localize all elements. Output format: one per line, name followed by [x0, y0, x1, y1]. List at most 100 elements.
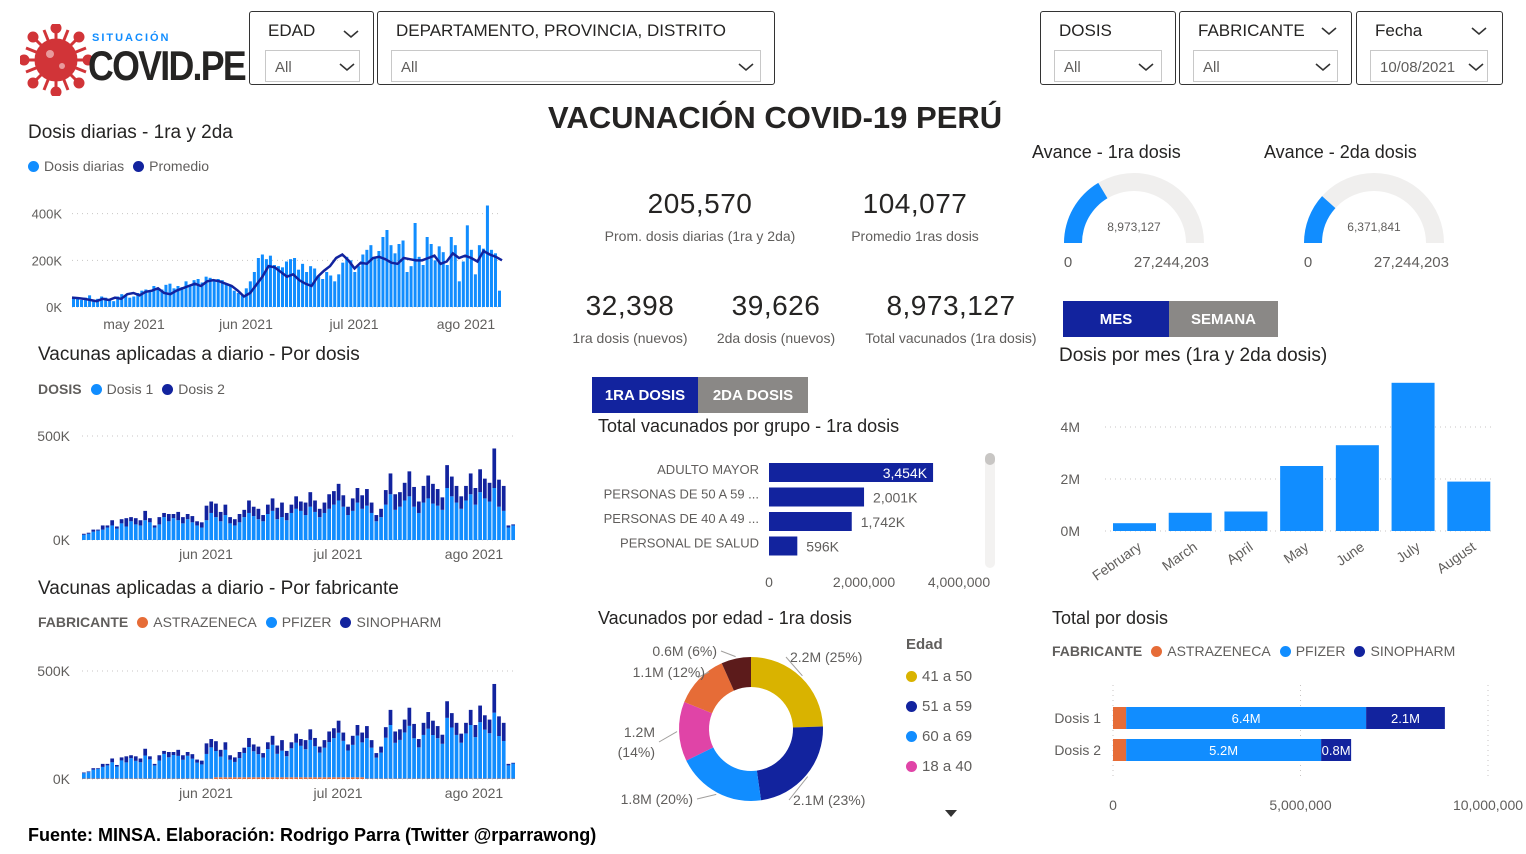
bar — [293, 258, 297, 307]
bar — [297, 269, 301, 307]
bar-sinopharm — [218, 749, 223, 757]
bar-sinopharm — [275, 745, 280, 754]
bar-dosis-2 — [242, 509, 247, 518]
bar-dosis-1 — [473, 504, 478, 540]
edad-slicer[interactable]: EDAD All — [249, 11, 374, 85]
bar — [1224, 511, 1268, 531]
scrollbar[interactable] — [985, 453, 995, 568]
mes-button[interactable]: MES — [1063, 301, 1169, 337]
dosis-slicer[interactable]: DOSIS All — [1040, 11, 1176, 85]
bar — [232, 290, 236, 307]
donut-slice — [721, 657, 751, 691]
bar-sinopharm — [492, 683, 497, 713]
chart-title-por-mes: Dosis por mes (1ra y 2da dosis) — [1059, 345, 1328, 366]
bar — [301, 263, 305, 307]
bar — [1391, 382, 1435, 531]
bar-pfizer — [322, 747, 327, 778]
fabricante-slicer[interactable]: FABRICANTE All — [1179, 11, 1352, 85]
y-tick-label: 2M — [1061, 471, 1080, 487]
bar — [357, 266, 361, 307]
bar-dosis-1 — [478, 492, 482, 540]
bar-astrazeneca — [332, 777, 336, 779]
bar-pfizer — [247, 747, 251, 778]
bar-pfizer — [242, 752, 247, 778]
bar-sinopharm — [327, 731, 332, 743]
bar — [216, 279, 220, 307]
bar — [461, 261, 465, 307]
bar-sinopharm — [350, 735, 355, 745]
bar — [465, 225, 469, 307]
bar-pfizer — [256, 754, 261, 778]
bar-dosis-2 — [119, 519, 124, 524]
dosis-slicer-value[interactable]: All — [1054, 50, 1162, 82]
bar-sinopharm — [133, 756, 138, 761]
bar — [369, 245, 373, 307]
bar-dosis-1 — [369, 512, 374, 540]
region-slicer[interactable]: DEPARTAMENTO, PROVINCIA, DISTRITO All — [377, 11, 775, 85]
bar-dosis-1 — [346, 515, 350, 540]
legend-title: FABRICANTE — [38, 614, 129, 630]
bar — [457, 281, 461, 307]
bar-pfizer — [190, 758, 195, 779]
fecha-slicer-value[interactable]: 10/08/2021 — [1370, 50, 1488, 82]
bar-dosis-1 — [289, 512, 294, 540]
2da-dosis-button[interactable]: 2DA DOSIS — [698, 377, 808, 413]
scroll-down-icon[interactable] — [944, 808, 958, 818]
chevron-down-icon[interactable] — [1470, 25, 1488, 37]
bar — [477, 245, 481, 307]
bar-astrazeneca — [322, 777, 327, 779]
bar — [236, 293, 240, 307]
bar — [268, 255, 272, 307]
fabricante-slicer-value[interactable]: All — [1193, 50, 1338, 82]
bar-dosis-2 — [185, 514, 190, 520]
scrollbar-thumb[interactable] — [985, 453, 995, 465]
bar-astrazeneca — [1113, 707, 1127, 729]
edad-slicer-value[interactable]: All — [265, 50, 360, 82]
bar-sinopharm — [464, 722, 468, 734]
bar-dosis-2 — [365, 489, 369, 506]
legend-label: 18 a 40 — [922, 757, 973, 775]
bar-sinopharm — [454, 722, 459, 735]
1ra-dosis-button[interactable]: 1RA DOSIS — [592, 377, 698, 413]
bar-astrazeneca — [289, 777, 294, 779]
bar-pfizer — [115, 766, 119, 779]
bar-dosis-2 — [497, 479, 501, 507]
bar-sinopharm — [346, 744, 350, 751]
bar-dosis-2 — [129, 517, 133, 522]
bar-sinopharm — [388, 709, 393, 725]
kpi-caption: Total vacunados (1ra dosis) — [865, 330, 1037, 346]
region-value-text: All — [401, 59, 418, 76]
bar-astrazeneca — [275, 777, 280, 779]
fecha-slicer[interactable]: Fecha 10/08/2021 — [1356, 11, 1503, 85]
region-slicer-value[interactable]: All — [391, 50, 761, 82]
bar-sinopharm — [322, 740, 327, 748]
bar — [240, 295, 244, 307]
bar-sinopharm — [383, 727, 388, 738]
bar-pfizer — [454, 734, 459, 779]
bar-sinopharm — [166, 752, 171, 758]
gauge-track — [1304, 173, 1444, 243]
bar-dosis-1 — [431, 503, 435, 540]
bar-dosis-1 — [299, 510, 303, 540]
bar-sinopharm — [199, 760, 204, 765]
chevron-down-icon[interactable] — [1320, 25, 1338, 37]
bar-dosis-2 — [388, 473, 393, 495]
kpi-total-vac: 8,973,127 Total vacunados (1ra dosis) — [860, 290, 1042, 346]
bar — [120, 294, 124, 307]
x-tick-label: jul 2021 — [328, 316, 378, 332]
bar-dosis-1 — [190, 522, 195, 540]
bar-pfizer — [119, 760, 124, 779]
legend-dot-light — [90, 383, 102, 395]
semana-button[interactable]: SEMANA — [1169, 301, 1278, 337]
bar-sinopharm — [317, 746, 322, 753]
bar-astrazeneca — [284, 777, 289, 779]
bar-dosis-2 — [100, 525, 105, 530]
category-label: Dosis 2 — [1054, 742, 1101, 758]
bar-astrazeneca — [341, 777, 346, 779]
bar-dosis-1 — [487, 501, 492, 540]
legend-dot-navy — [133, 160, 145, 172]
chart-title-por-edad: Vacunados por edad - 1ra dosis — [598, 608, 852, 628]
bar-astrazeneca — [313, 777, 317, 779]
bar-dosis-2 — [115, 526, 119, 529]
chevron-down-icon[interactable] — [342, 28, 360, 40]
